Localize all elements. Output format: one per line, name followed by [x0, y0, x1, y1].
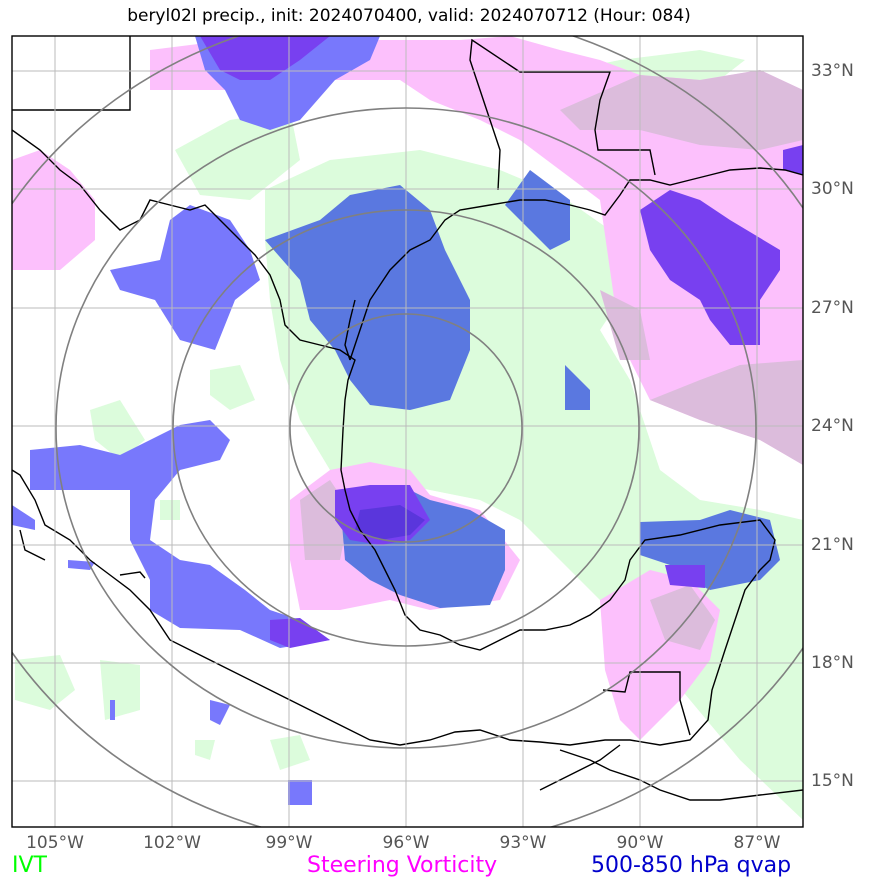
lat-label-21n: 21°N [811, 535, 854, 555]
legend-ivt: IVT [12, 853, 47, 878]
range-ring-2 [172, 209, 640, 647]
legend-steering-vorticity: Steering Vorticity [307, 853, 498, 878]
lon-label-102w: 102°W [143, 833, 201, 853]
map-title: beryl02l precip., init: 2024070400, vali… [127, 6, 691, 26]
lat-label-18n: 18°N [811, 653, 854, 673]
lon-label-96w: 96°W [382, 833, 430, 853]
legend-qvap: 500-850 hPa qvap [591, 853, 792, 878]
map-frame [11, 35, 804, 828]
range-ring-3 [55, 107, 757, 749]
coastline-layer [12, 36, 803, 801]
lat-label-30n: 30°N [811, 179, 854, 199]
graticule [12, 36, 803, 827]
lon-label-90w: 90°W [616, 833, 664, 853]
lon-label-105w: 105°W [26, 833, 84, 853]
lat-label-33n: 33°N [811, 61, 854, 81]
range-ring-1 [289, 313, 523, 543]
qvap-layer [12, 36, 803, 805]
lat-label-24n: 24°N [811, 416, 854, 436]
lon-label-93w: 93°W [499, 833, 547, 853]
lat-label-27n: 27°N [811, 298, 854, 318]
lon-label-99w: 99°W [265, 833, 313, 853]
lon-label-87w: 87°W [733, 833, 781, 853]
lat-label-15n: 15°N [811, 771, 854, 791]
range-rings [12, 36, 803, 827]
